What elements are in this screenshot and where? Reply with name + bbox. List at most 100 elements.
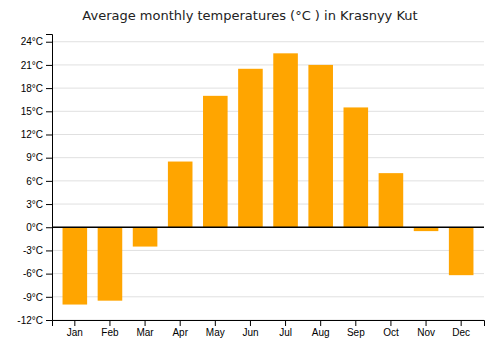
- y-tick: -9°C: [23, 292, 52, 303]
- x-axis: Jan Feb Mar Apr May Jun Jul Aug Sep Oct Nov Dec: [53, 320, 485, 338]
- baseline: [52, 226, 484, 228]
- bar: [238, 69, 263, 227]
- y-tick: 12°C: [21, 129, 52, 140]
- x-tick-mark: [74, 320, 75, 326]
- y-tick: 3°C: [26, 199, 52, 210]
- x-tick-label: Mar: [136, 327, 154, 338]
- plot: -12°C -9°C -6°C -3°C 0°C 3°C 6°C 9°C 12°C 15°C 18°…: [17, 35, 484, 339]
- y-tick-label: 15°C: [21, 106, 43, 117]
- x-tick: Dec: [452, 320, 470, 338]
- y-tick-label: 24°C: [21, 36, 43, 47]
- x-tick-mark: [250, 320, 251, 326]
- y-tick-mark: [46, 227, 52, 228]
- y-tick-label: -6°C: [23, 268, 43, 279]
- y-tick-mark: [46, 134, 52, 135]
- grid-line: [52, 134, 484, 135]
- y-tick: 18°C: [21, 83, 52, 94]
- grid-line: [52, 157, 484, 158]
- y-tick: 0°C: [26, 222, 52, 233]
- x-tick-label: Nov: [417, 327, 435, 338]
- x-tick-label: May: [206, 327, 225, 338]
- y-tick-mark: [46, 42, 52, 43]
- y-tick-mark: [46, 88, 52, 89]
- x-tick-mark: [461, 320, 462, 326]
- y-tick: 21°C: [21, 60, 52, 71]
- y-tick-mark: [46, 250, 52, 251]
- title: Average monthly temperatures (°C ) in Kr…: [82, 8, 417, 23]
- bar: [203, 96, 228, 227]
- y-tick-mark: [46, 297, 52, 298]
- grid-line: [52, 180, 484, 181]
- bar: [168, 162, 193, 228]
- x-tick: Jan: [67, 320, 83, 338]
- x-tick-mark: [215, 320, 216, 326]
- x-tick-mark: [180, 320, 181, 326]
- y-tick-label: 18°C: [21, 83, 43, 94]
- chart: Average monthly temperatures (°C ) in Kr…: [0, 0, 500, 350]
- bar: [63, 227, 88, 304]
- x-tick-label: Jun: [242, 327, 258, 338]
- y-tick-mark: [46, 320, 52, 321]
- y-tick-mark: [46, 158, 52, 159]
- x-tick-mark: [145, 320, 146, 326]
- y-tick-label: -9°C: [23, 292, 43, 303]
- y-tick: -6°C: [23, 268, 52, 279]
- y-tick-label: 3°C: [26, 199, 43, 210]
- y-axis-line: [46, 35, 53, 321]
- y-tick-label: 21°C: [21, 60, 43, 71]
- x-tick: Apr: [172, 320, 188, 338]
- x-tick-label: Oct: [383, 327, 399, 338]
- x-tick-mark: [109, 320, 110, 326]
- grid-line: [52, 227, 484, 228]
- grid-line: [52, 88, 484, 89]
- y-tick: -3°C: [23, 245, 52, 256]
- y-tick-mark: [46, 181, 52, 182]
- x-tick: Aug: [312, 320, 330, 338]
- y-tick-mark: [46, 204, 52, 205]
- y-tick-label: 6°C: [26, 176, 43, 187]
- bar: [344, 107, 369, 227]
- x-tick-mark: [320, 320, 321, 326]
- x-tick: Mar: [136, 320, 154, 338]
- x-tick-label: Apr: [172, 327, 188, 338]
- x-tick-label: Dec: [452, 327, 470, 338]
- x-tick-mark: [390, 320, 391, 326]
- y-tick-label: 12°C: [21, 129, 43, 140]
- x-tick: Jun: [242, 320, 258, 338]
- bar: [449, 227, 474, 275]
- y-tick: 6°C: [26, 176, 52, 187]
- x-tick: May: [206, 320, 225, 338]
- bar: [98, 227, 123, 300]
- bar: [133, 227, 158, 246]
- y-tick: 24°C: [21, 36, 52, 47]
- y-tick-mark: [46, 111, 52, 112]
- x-tick-mark: [426, 320, 427, 326]
- x-tick-label: Sep: [347, 327, 365, 338]
- x-tick: Jul: [279, 320, 292, 338]
- x-tick: Oct: [383, 320, 399, 338]
- y-tick-label: 0°C: [26, 222, 43, 233]
- x-tick-mark: [285, 320, 286, 326]
- grid-line: [52, 64, 484, 65]
- y-tick: -12°C: [17, 315, 52, 326]
- y-tick: 9°C: [26, 152, 52, 163]
- grid-line: [52, 111, 484, 112]
- x-tick-label: Jul: [279, 327, 292, 338]
- x-tick-label: Aug: [312, 327, 330, 338]
- bar: [273, 53, 298, 227]
- y-tick-label: -3°C: [23, 245, 43, 256]
- y-tick-mark: [46, 274, 52, 275]
- grid: [52, 42, 484, 320]
- x-tick: Nov: [417, 320, 435, 338]
- x-tick: Feb: [101, 320, 119, 338]
- grid-line: [52, 204, 484, 205]
- y-tick-label: -12°C: [17, 315, 43, 326]
- grid-line: [52, 41, 484, 42]
- bars: [52, 53, 484, 304]
- y-tick-label: 9°C: [26, 152, 43, 163]
- y-tick: 15°C: [21, 106, 52, 117]
- x-tick-label: Feb: [101, 327, 119, 338]
- x-tick-label: Jan: [67, 327, 83, 338]
- y-tick-mark: [46, 65, 52, 66]
- bar: [379, 173, 404, 227]
